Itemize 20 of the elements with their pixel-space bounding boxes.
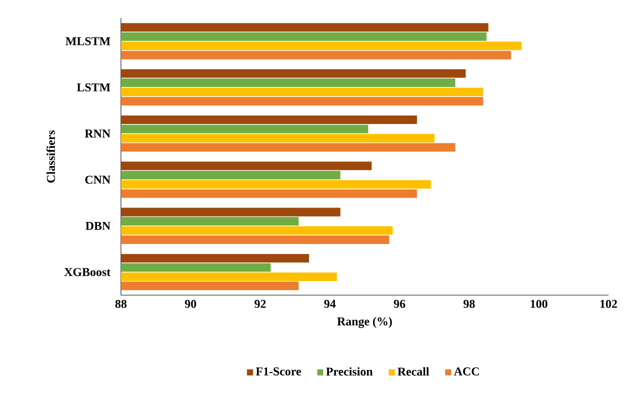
legend-label: ACC xyxy=(454,367,479,376)
legend-label: Precision xyxy=(326,367,373,376)
y-tick-label: CNN xyxy=(85,176,110,184)
x-tick-label: 98 xyxy=(464,300,475,308)
x-tick-label: 96 xyxy=(394,300,406,308)
y-axis-title: Classifiers xyxy=(46,130,55,183)
y-tick-label: XGBoost xyxy=(64,268,111,276)
x-tick-label: 102 xyxy=(600,300,617,308)
x-tick-label: 94 xyxy=(324,300,336,308)
y-tick-label: LSTM xyxy=(76,83,110,92)
y-tick-label: MLSTM xyxy=(66,37,110,46)
x-axis-title: Range (%) xyxy=(337,317,392,328)
y-tick-label: DBN xyxy=(86,222,110,230)
x-tick-label: 92 xyxy=(254,300,266,308)
y-tick-label: RNN xyxy=(84,130,110,138)
x-tick-label: 100 xyxy=(530,300,548,308)
x-tick-label: 88 xyxy=(115,300,127,308)
legend-label: Recall xyxy=(398,367,430,376)
legend-label: F1-Score xyxy=(256,367,301,376)
x-tick-label: 90 xyxy=(184,300,196,308)
